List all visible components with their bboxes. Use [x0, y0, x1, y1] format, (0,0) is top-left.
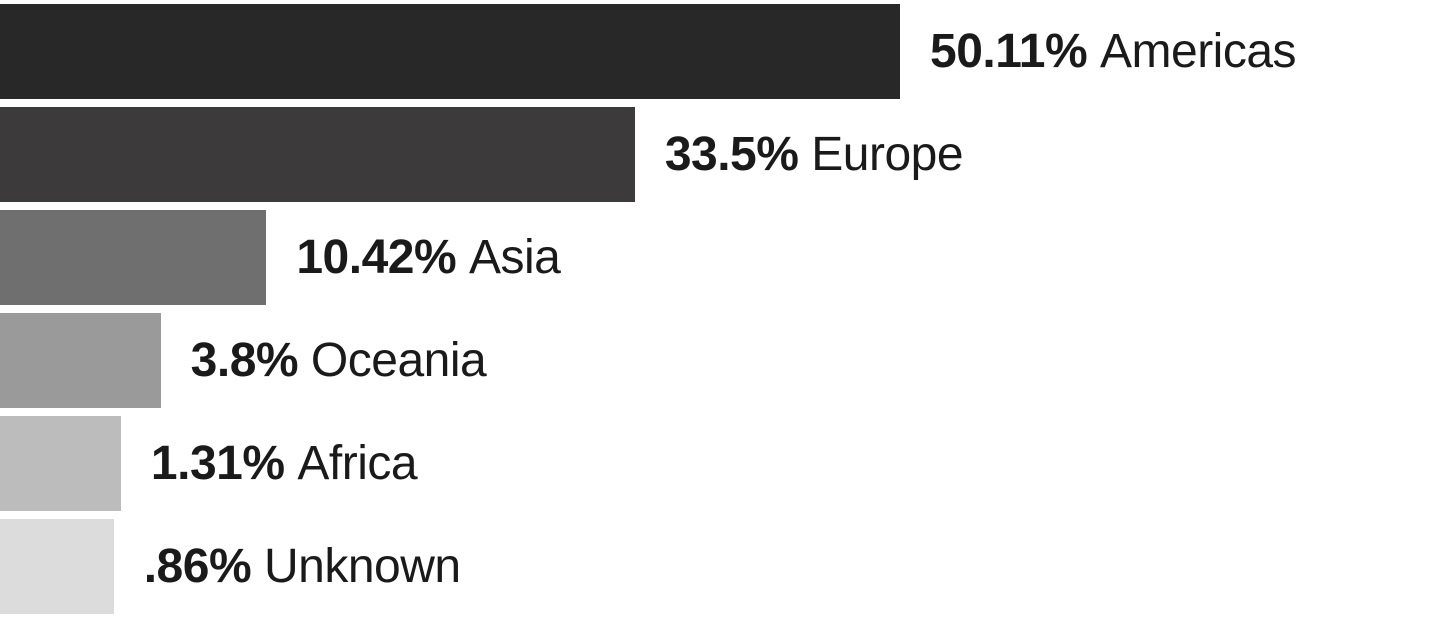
- bar: [0, 313, 161, 408]
- bar-percent: 1.31%: [151, 437, 285, 490]
- bar-row: 50.11% Americas: [0, 4, 1429, 99]
- bar: [0, 416, 121, 511]
- bar: [0, 4, 900, 99]
- bar-row: 3.8% Oceania: [0, 313, 1429, 408]
- bar-label: .86% Unknown: [144, 539, 461, 594]
- bar-category: Unknown: [264, 540, 461, 593]
- bar: [0, 210, 266, 305]
- bar: [0, 519, 114, 614]
- bar-row: 10.42% Asia: [0, 210, 1429, 305]
- bar-category: Americas: [1100, 25, 1296, 78]
- bar-percent: .86%: [144, 540, 251, 593]
- bar-percent: 50.11%: [930, 25, 1087, 78]
- bar-label: 1.31% Africa: [151, 436, 417, 491]
- bar: [0, 107, 635, 202]
- horizontal-bar-chart: 50.11% Americas 33.5% Europe 10.42% Asia 3.…: [0, 0, 1429, 618]
- bar-category: Oceania: [311, 334, 486, 387]
- bar-label: 33.5% Europe: [665, 127, 963, 182]
- bar-percent: 3.8%: [191, 334, 298, 387]
- bar-category: Africa: [297, 437, 417, 490]
- bar-percent: 33.5%: [665, 128, 799, 181]
- bar-row: 1.31% Africa: [0, 416, 1429, 511]
- bar-label: 10.42% Asia: [296, 230, 560, 285]
- bar-label: 50.11% Americas: [930, 24, 1296, 79]
- bar-percent: 10.42%: [296, 231, 456, 284]
- bar-category: Europe: [811, 128, 963, 181]
- bar-label: 3.8% Oceania: [191, 333, 487, 388]
- bar-category: Asia: [469, 231, 560, 284]
- bar-row: 33.5% Europe: [0, 107, 1429, 202]
- bar-row: .86% Unknown: [0, 519, 1429, 614]
